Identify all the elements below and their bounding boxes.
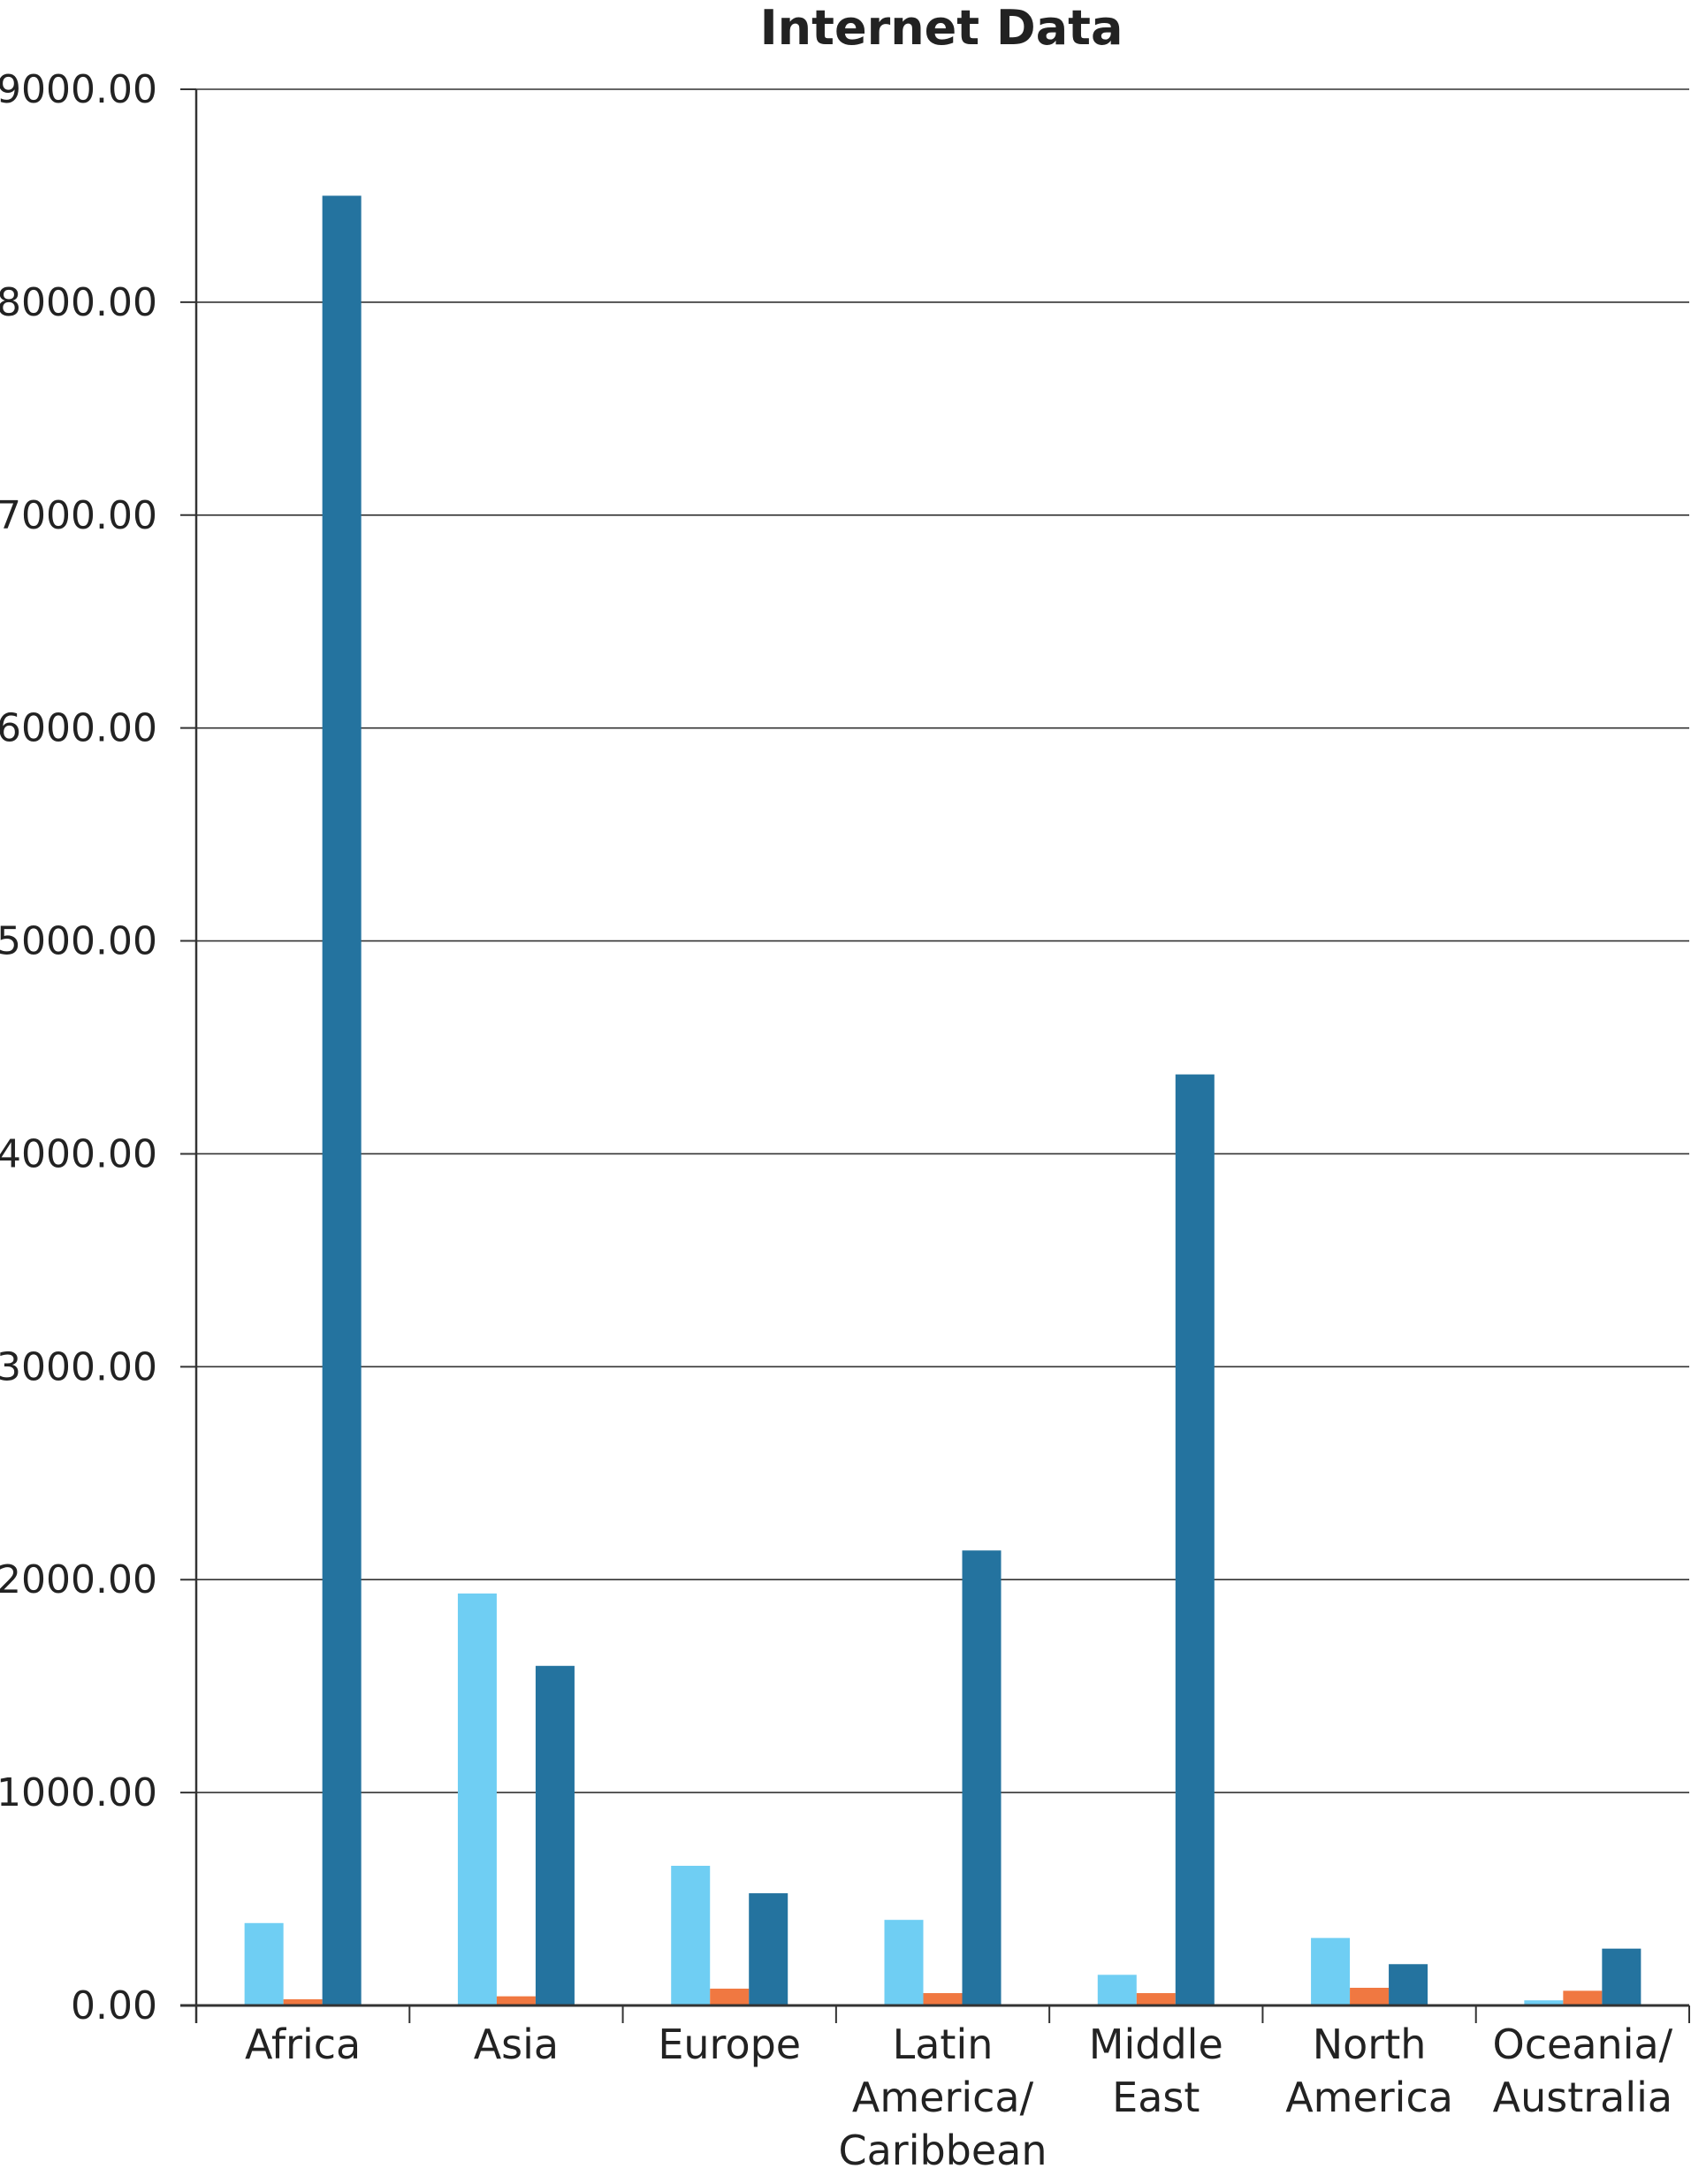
axes <box>180 88 1690 2023</box>
x-tick-label: Oceania/ <box>1493 2020 1673 2068</box>
bar-1 <box>1524 2000 1564 2005</box>
bar-1 <box>671 1865 711 2005</box>
gridlines <box>196 88 1689 1793</box>
bar-2 <box>1136 1993 1176 2005</box>
bar-3 <box>535 1665 575 2005</box>
y-tick-labels: 0.00 1000.00 2000.00 3000.00 4000.00 5000.00 6… <box>0 67 157 2028</box>
bar-1 <box>1097 1975 1137 2005</box>
bar-3 <box>322 195 362 2005</box>
y-tick-label: 3000.00 <box>0 1344 157 1389</box>
bar-3 <box>1175 1074 1215 2005</box>
bars <box>244 195 1641 2005</box>
chart-title: Internet Data <box>760 0 1124 56</box>
x-tick-label: East <box>1112 2074 1200 2121</box>
bar-1 <box>1311 1937 1351 2005</box>
bar-1 <box>884 1920 924 2005</box>
y-tick-label: 5000.00 <box>0 919 157 964</box>
x-tick-label: Australia <box>1493 2074 1672 2121</box>
bar-3 <box>962 1550 1002 2005</box>
x-tick-label: Europe <box>658 2020 801 2068</box>
y-tick-label: 6000.00 <box>0 706 157 751</box>
bar-2 <box>923 1993 963 2005</box>
bar-2 <box>710 1988 750 2005</box>
bar-2 <box>1350 1988 1390 2005</box>
bar-2 <box>1563 1990 1603 2005</box>
y-tick-label: 8000.00 <box>0 280 157 325</box>
y-tick-label: 0.00 <box>71 1983 157 2028</box>
x-tick-label: Caribbean <box>838 2127 1047 2174</box>
bar-1 <box>244 1922 284 2005</box>
bar-1 <box>457 1593 497 2005</box>
x-tick-label: Asia <box>474 2020 559 2068</box>
bar-2 <box>283 1999 323 2005</box>
y-tick-label: 4000.00 <box>0 1131 157 1176</box>
bar-3 <box>749 1893 788 2005</box>
x-tick-label: Middle <box>1089 2020 1223 2068</box>
y-tick-label: 9000.00 <box>0 67 157 112</box>
x-tick-labels: Africa Asia Europe Latin America/Caribbean Mi… <box>245 2020 1673 2174</box>
x-tick-label: America/ <box>852 2074 1034 2121</box>
bar-3 <box>1389 1964 1428 2005</box>
x-tick-label: Latin <box>893 2020 994 2068</box>
y-tick-label: 2000.00 <box>0 1557 157 1602</box>
x-tick-label: Africa <box>245 2020 361 2068</box>
bar-3 <box>1602 1948 1641 2005</box>
x-tick-label: North <box>1313 2020 1427 2068</box>
y-tick-label: 1000.00 <box>0 1770 157 1815</box>
x-tick-label: America <box>1285 2074 1453 2121</box>
y-tick-label: 7000.00 <box>0 493 157 538</box>
bar-2 <box>496 1996 536 2005</box>
